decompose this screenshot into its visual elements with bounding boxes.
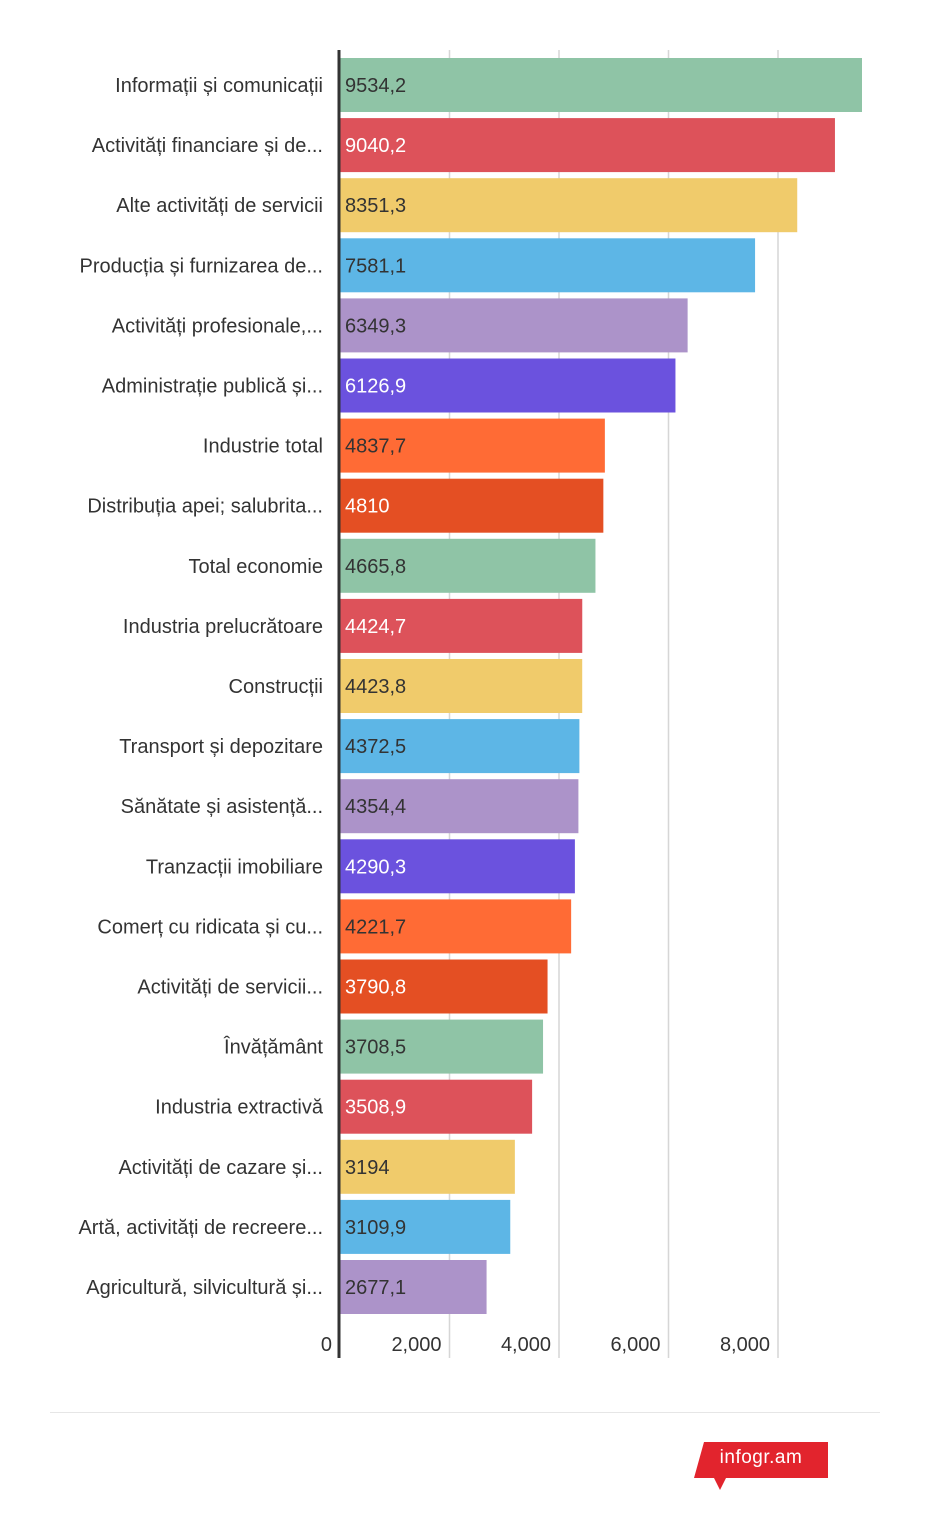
category-label: Industria extractivă (155, 1097, 324, 1119)
category-label: Sănătate și asistență... (121, 796, 323, 818)
bar-10[interactable] (340, 598, 583, 653)
bar-20[interactable] (340, 1199, 511, 1254)
bar-13[interactable] (340, 779, 579, 834)
category-label: Informații și comunicații (115, 75, 323, 97)
bar-1[interactable] (340, 58, 862, 112)
x-tick-label: 2,000 (391, 1334, 441, 1356)
bar-15[interactable] (340, 899, 572, 954)
chart-svg: Informații și comunicații Activități fina… (78, 50, 862, 1358)
bar-value-label: 3109,9 (345, 1217, 406, 1239)
x-tick-label: 6,000 (610, 1334, 660, 1356)
bar-value-label: 4424,7 (345, 616, 406, 638)
category-label: Construcții (229, 676, 323, 698)
bar-value-label: 4837,7 (345, 436, 406, 458)
bar-value-label: 4290,3 (345, 856, 406, 878)
x-tick-label: 0 (321, 1334, 332, 1356)
footer-divider (50, 1412, 880, 1413)
category-label: Activități de servicii... (137, 977, 323, 999)
bar-16[interactable] (340, 959, 548, 1014)
bar-value-label: 6349,3 (345, 315, 406, 337)
bar-4[interactable] (340, 238, 756, 293)
bar-value-label: 4221,7 (345, 916, 406, 938)
category-label: Activități de cazare și... (118, 1157, 323, 1179)
category-label: Tranzacții imobiliare (146, 856, 323, 878)
bar-11[interactable] (340, 659, 583, 713)
bar-value-label: 4665,8 (345, 556, 406, 578)
bar-value-label: 9040,2 (345, 135, 406, 157)
category-label: Agricultură, silvicultură și... (86, 1277, 323, 1299)
category-label: Industrie total (203, 436, 323, 458)
category-label: Transport și depozitare (119, 736, 323, 758)
category-label: Industria prelucrătoare (123, 616, 323, 638)
category-label: Total economie (188, 556, 323, 578)
bar-chart: Informații și comunicații Activități fina… (78, 50, 862, 1358)
bar-17[interactable] (340, 1019, 544, 1074)
category-label: Administrație publică și... (102, 376, 323, 398)
logo-badge-shape (694, 1442, 828, 1490)
category-labels: Informații și comunicații Activități fina… (78, 75, 323, 1299)
chart-canvas: Informații și comunicații Activități fina… (78, 50, 862, 1358)
bar-5[interactable] (340, 298, 688, 353)
bar-2[interactable] (340, 118, 835, 173)
bar-value-label: 4810 (345, 496, 390, 518)
bar-value-label: 9534,2 (345, 75, 406, 97)
bar-8[interactable] (340, 478, 604, 533)
infogram-logo[interactable]: infogr.am (690, 1436, 832, 1492)
bar-value-label: 3194 (345, 1157, 390, 1179)
bar-19[interactable] (340, 1139, 515, 1194)
bar-7[interactable] (340, 418, 605, 473)
bar-value-label: 2677,1 (345, 1277, 406, 1299)
category-label: Distribuția apei; salubrita... (87, 496, 323, 518)
category-label: Producția și furnizarea de... (80, 255, 323, 277)
bar-value-label: 4372,5 (345, 736, 406, 758)
category-label: Artă, activități de recreere... (78, 1217, 323, 1239)
bar-6[interactable] (340, 358, 676, 413)
bar-9[interactable] (340, 538, 596, 593)
category-label: Alte activități de servicii (116, 195, 323, 217)
category-label: Activități financiare și de... (92, 135, 323, 157)
bar-value-label: 4423,8 (345, 676, 406, 698)
bar-14[interactable] (340, 839, 575, 894)
x-tick-label: 8,000 (720, 1334, 770, 1356)
logo-badge-icon (694, 1442, 828, 1490)
bar-value-label: 3790,8 (345, 977, 406, 999)
category-label: Comerț cu ridicata și cu... (97, 916, 323, 938)
bar-3[interactable] (340, 178, 798, 233)
bar-value-label: 3708,5 (345, 1037, 406, 1059)
x-tick-label: 4,000 (501, 1334, 551, 1356)
bar-12[interactable] (340, 719, 580, 774)
bar-value-label: 8351,3 (345, 195, 406, 217)
category-label: Activități profesionale,... (112, 315, 323, 337)
bar-value-label: 7581,1 (345, 255, 406, 277)
bar-value-label: 6126,9 (345, 376, 406, 398)
bar-18[interactable] (340, 1079, 533, 1134)
bar-value-label: 3508,9 (345, 1097, 406, 1119)
category-label: Învățământ (223, 1036, 323, 1059)
logo-text: infogr.am (719, 1447, 803, 1468)
bar-value-label: 4354,4 (345, 796, 406, 818)
bar-21[interactable] (340, 1260, 487, 1314)
